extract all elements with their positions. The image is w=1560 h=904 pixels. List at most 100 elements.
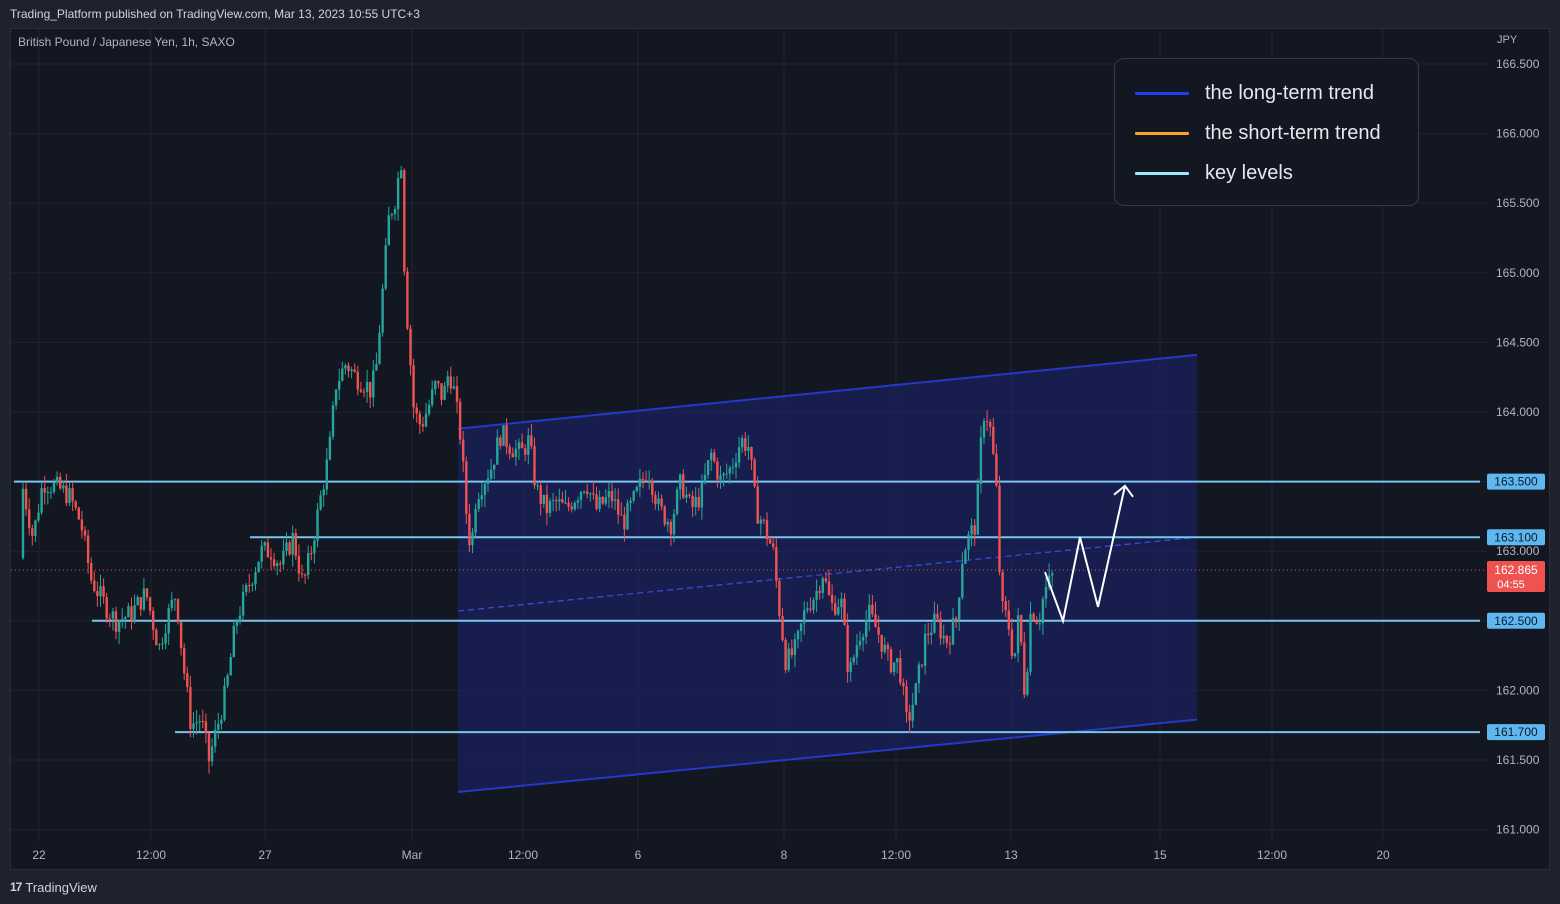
candle-body [449, 376, 452, 389]
candle-body [806, 608, 809, 611]
candle-body [688, 494, 691, 496]
candle-body [598, 496, 601, 509]
candle-body [241, 591, 245, 616]
candlestick-series [21, 165, 1054, 774]
candle-body [1051, 573, 1054, 576]
candle-body [489, 469, 493, 479]
candle-body [719, 475, 722, 480]
candle-body [1038, 623, 1041, 625]
candle-body [378, 332, 381, 364]
candle-body [982, 421, 986, 438]
legend-swatch-key-levels [1135, 171, 1189, 175]
candle-body [992, 426, 995, 454]
candle-body [139, 597, 142, 610]
candle-body [868, 604, 871, 621]
candle-body [493, 464, 496, 470]
candle-body [331, 405, 335, 437]
candle-body [99, 586, 102, 597]
candle-body [524, 448, 527, 455]
candle-body [1001, 571, 1004, 601]
candle-body [291, 532, 294, 555]
candle-body [74, 501, 77, 508]
candle-body [238, 615, 242, 621]
candle-body [369, 381, 372, 398]
price-badges: 163.500 163.100 162.500 161.700 162.865 04:55 [1487, 473, 1545, 741]
candle-body [465, 461, 468, 514]
candle-body [731, 467, 735, 469]
candle-body [480, 495, 483, 500]
time-tick-label: 20 [1376, 848, 1390, 862]
candle-body [530, 435, 533, 447]
candle-body [582, 491, 586, 493]
candle-body [455, 386, 459, 402]
candle-body [846, 624, 849, 672]
candle-body [390, 214, 394, 216]
candle-body [728, 467, 731, 474]
candle-body [548, 500, 552, 513]
candle-body [502, 425, 505, 446]
key-level-badge [1487, 473, 1545, 490]
candle-body [96, 591, 99, 597]
candle-body [71, 488, 74, 502]
candle-body [1004, 600, 1007, 611]
candle-body [613, 499, 617, 502]
candle-body [136, 597, 139, 606]
candle-body [778, 580, 781, 616]
candle-body [716, 461, 719, 480]
candle-body [939, 618, 942, 639]
candle-body [691, 495, 694, 507]
candle-body [43, 488, 46, 493]
candle-body [514, 448, 518, 458]
candle-body [421, 424, 425, 427]
candle-body [818, 590, 821, 593]
candle-body [973, 525, 976, 535]
candle-body [341, 368, 344, 381]
candle-body [669, 521, 673, 535]
candle-body [995, 453, 998, 486]
candle-body [834, 603, 837, 615]
tradingview-logo[interactable]: 17 TradingView [10, 880, 97, 895]
time-tick-label: 12:00 [508, 848, 538, 862]
candle-body [418, 413, 421, 425]
candle-body [65, 485, 68, 504]
candle-body [359, 389, 363, 392]
candle-body [753, 459, 756, 487]
candle-body [629, 500, 632, 503]
projection-arrow [1044, 484, 1134, 625]
time-tick-label: 22 [32, 848, 46, 862]
candle-body [201, 721, 204, 723]
candle-body [310, 553, 313, 555]
candle-body [920, 664, 924, 666]
candle-body [24, 488, 28, 510]
candle-body [28, 509, 31, 529]
candle-body [1020, 615, 1023, 643]
candle-body [896, 658, 899, 663]
candle-body [710, 452, 713, 461]
candle-body [722, 473, 725, 476]
candle-body [635, 486, 638, 492]
candle-body [356, 371, 359, 390]
candle-body [77, 507, 80, 520]
candle-body [400, 170, 403, 178]
candle-body [269, 557, 273, 560]
candle-body [685, 494, 688, 498]
candle-body [266, 542, 270, 558]
candle-body [793, 639, 797, 656]
key-level-badge [1487, 724, 1545, 741]
candle-body [942, 635, 945, 639]
countdown-label: 04:55 [1497, 579, 1525, 591]
candle-body [68, 488, 71, 504]
candle-body [468, 513, 471, 546]
candle-body [443, 385, 446, 400]
candle-body [700, 482, 704, 508]
candle-body [641, 478, 645, 480]
candle-body [933, 613, 936, 633]
candle-body [152, 610, 155, 630]
candle-body [672, 514, 676, 535]
candle-body [198, 721, 201, 723]
candle-body [245, 585, 248, 592]
candle-body [322, 489, 325, 496]
footer-bar: 17 TradingView [0, 870, 1560, 904]
candle-body [564, 502, 567, 504]
